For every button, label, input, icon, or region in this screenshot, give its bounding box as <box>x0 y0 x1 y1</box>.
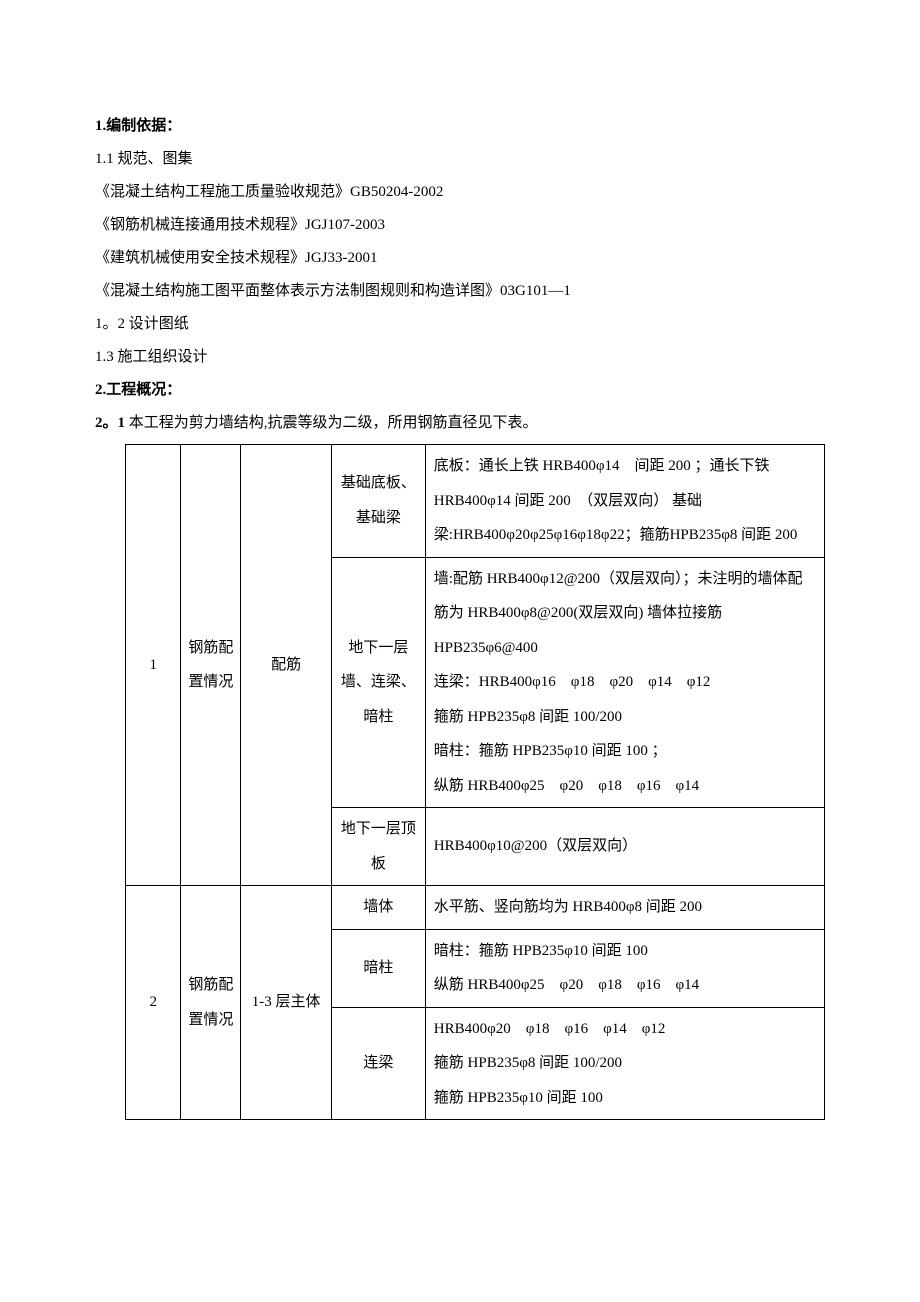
section1-line5: 《混凝土结构施工图平面整体表示方法制图规则和构造详图》03G101—1 <box>95 275 825 308</box>
cell-part-2-2: 连梁 <box>331 1007 425 1120</box>
section2-intro-rest: 本工程为剪力墙结构,抗震等级为二级，所用钢筋直径见下表。 <box>125 415 538 431</box>
cell-cat-1: 钢筋配置情况 <box>181 445 241 886</box>
cell-desc-1-2: HRB400φ10@200（双层双向） <box>425 808 824 886</box>
cell-part-1-1: 地下一层墙、连梁、暗柱 <box>331 557 425 808</box>
section1-heading: 1.编制依据： <box>95 110 825 143</box>
cell-desc-2-1: 暗柱：箍筋 HPB235φ10 间距 100 纵筋 HRB400φ25 φ20 … <box>425 929 824 1007</box>
cell-part-2-0: 墙体 <box>331 886 425 930</box>
section1-line3: 《钢筋机械连接通用技术规程》JGJ107-2003 <box>95 209 825 242</box>
rebar-table: 1 钢筋配置情况 配筋 基础底板、基础梁 底板：通长上铁 HRB400φ14 间… <box>125 444 825 1120</box>
section1-line2: 《混凝土结构工程施工质量验收规范》GB50204-2002 <box>95 176 825 209</box>
table-row: 2 钢筋配置情况 1-3 层主体 墙体 水平筋、竖向筋均为 HRB400φ8 间… <box>126 886 825 930</box>
table-row: 1 钢筋配置情况 配筋 基础底板、基础梁 底板：通长上铁 HRB400φ14 间… <box>126 445 825 558</box>
section1-line4: 《建筑机械使用安全技术规程》JGJ33-2001 <box>95 242 825 275</box>
cell-part-1-0: 基础底板、基础梁 <box>331 445 425 558</box>
cell-sub-1: 配筋 <box>241 445 332 886</box>
cell-desc-2-0: 水平筋、竖向筋均为 HRB400φ8 间距 200 <box>425 886 824 930</box>
cell-part-2-1: 暗柱 <box>331 929 425 1007</box>
cell-desc-2-2: HRB400φ20 φ18 φ16 φ14 φ12 箍筋 HPB235φ8 间距… <box>425 1007 824 1120</box>
cell-part-1-2: 地下一层顶板 <box>331 808 425 886</box>
section1-line6: 1。2 设计图纸 <box>95 308 825 341</box>
cell-idx-2: 2 <box>126 886 181 1120</box>
cell-idx-1: 1 <box>126 445 181 886</box>
cell-sub-2: 1-3 层主体 <box>241 886 332 1120</box>
cell-desc-1-1: 墙:配筋 HRB400φ12@200（双层双向）；未注明的墙体配筋为 HRB40… <box>425 557 824 808</box>
section1-line7: 1.3 施工组织设计 <box>95 341 825 374</box>
section2-intro-bold: 2。1 <box>95 415 125 431</box>
cell-desc-1-0: 底板：通长上铁 HRB400φ14 间距 200 ；通长下铁 HRB400φ14… <box>425 445 824 558</box>
cell-cat-2: 钢筋配置情况 <box>181 886 241 1120</box>
section2-intro: 2。1 本工程为剪力墙结构,抗震等级为二级，所用钢筋直径见下表。 <box>95 407 825 440</box>
section2-heading: 2.工程概况： <box>95 374 825 407</box>
section1-line1: 1.1 规范、图集 <box>95 143 825 176</box>
